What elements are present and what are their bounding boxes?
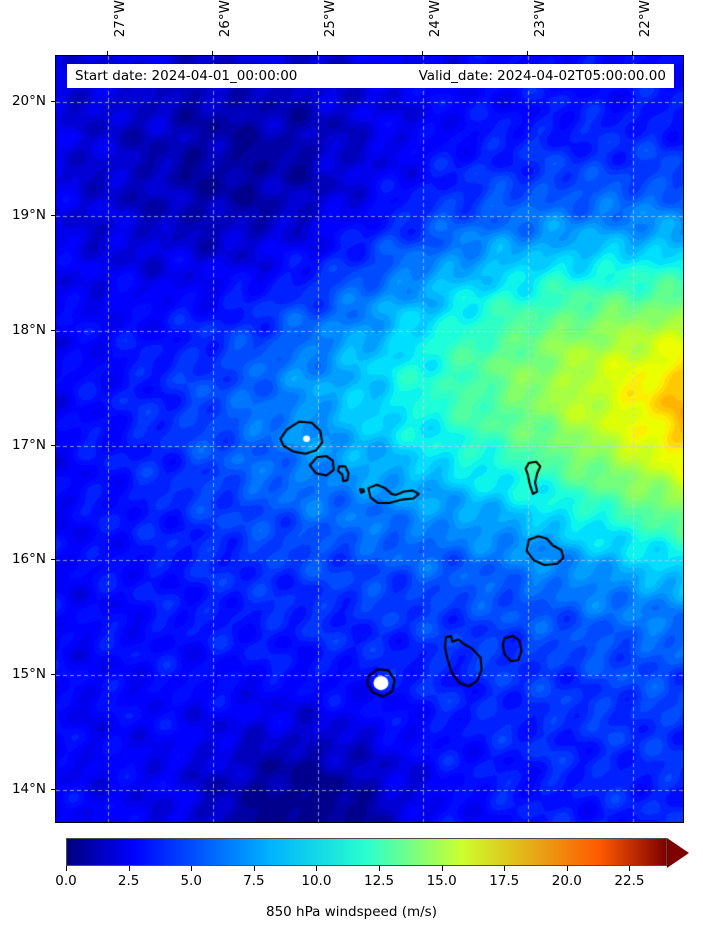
- x-axis-tick-label: 22°W: [636, 0, 653, 38]
- colorbar-tick-mark: [566, 866, 568, 871]
- y-axis-tick-label: 14°N: [11, 780, 46, 797]
- colorbar-tick-label: 5.0: [180, 873, 202, 889]
- x-axis-tick-label: 23°W: [531, 0, 548, 38]
- x-axis-tick-label: 26°W: [217, 0, 234, 38]
- colorbar[interactable]: 0.0 2.5 5.0 7.5 10.0 12.5 15.0 17.5 20.0 22.5 850…: [0, 832, 703, 935]
- colorbar-tick-label: 2.5: [117, 873, 140, 889]
- y-axis-tick-label: 17°N: [11, 436, 46, 453]
- start-date-label: Start date: 2024-04-01_00:00:00: [75, 68, 298, 84]
- colorbar-tick-mark: [629, 866, 631, 871]
- x-axis-tick-label: 24°W: [426, 0, 443, 38]
- colorbar-tick-mark: [253, 866, 255, 871]
- colorbar-tick-label: 15.0: [426, 873, 457, 889]
- colorbar-tick-mark: [191, 866, 193, 871]
- colorbar-gradient: [66, 838, 667, 866]
- valid-date-label: Valid_date: 2024-04-02T05:00:00.00: [418, 68, 666, 84]
- colorbar-tick-mark: [66, 866, 67, 871]
- y-axis-tick-label: 15°N: [11, 665, 46, 682]
- colorbar-tick-label: 7.5: [243, 873, 265, 889]
- colorbar-tick-label: 12.5: [363, 873, 395, 889]
- colorbar-tick-label: 20.0: [551, 873, 582, 889]
- colorbar-tick-label: 10.0: [301, 873, 332, 889]
- colorbar-title: 850 hPa windspeed (m/s): [266, 904, 437, 920]
- y-axis-tick-label: 18°N: [11, 322, 46, 339]
- colorbar-tick-label: 22.5: [614, 873, 645, 889]
- map-render-layer: [56, 56, 683, 822]
- colorbar-tick-mark: [504, 866, 506, 871]
- date-banner: Start date: 2024-04-01_00:00:00 Valid_da…: [67, 64, 674, 88]
- y-axis-tick-label: 20°N: [11, 92, 46, 109]
- x-axis-tick-label: 27°W: [112, 0, 129, 38]
- colorbar-tick-mark: [441, 866, 443, 871]
- colorbar-max-extend-arrow: [667, 838, 689, 868]
- colorbar-tick-label: 17.5: [489, 873, 520, 889]
- colorbar-body: [66, 838, 667, 866]
- x-axis-tick-label: 25°W: [322, 0, 339, 38]
- colorbar-tick-mark: [128, 866, 130, 871]
- colorbar-tick-mark: [316, 866, 318, 871]
- colorbar-tick-mark: [379, 866, 381, 871]
- map-axes[interactable]: Start date: 2024-04-01_00:00:00 Valid_da…: [55, 55, 684, 823]
- colorbar-tick-label: 0.0: [55, 873, 77, 889]
- y-axis-tick-label: 19°N: [11, 207, 46, 224]
- y-axis-tick-label: 16°N: [11, 551, 46, 568]
- streamline-layer: [56, 56, 683, 822]
